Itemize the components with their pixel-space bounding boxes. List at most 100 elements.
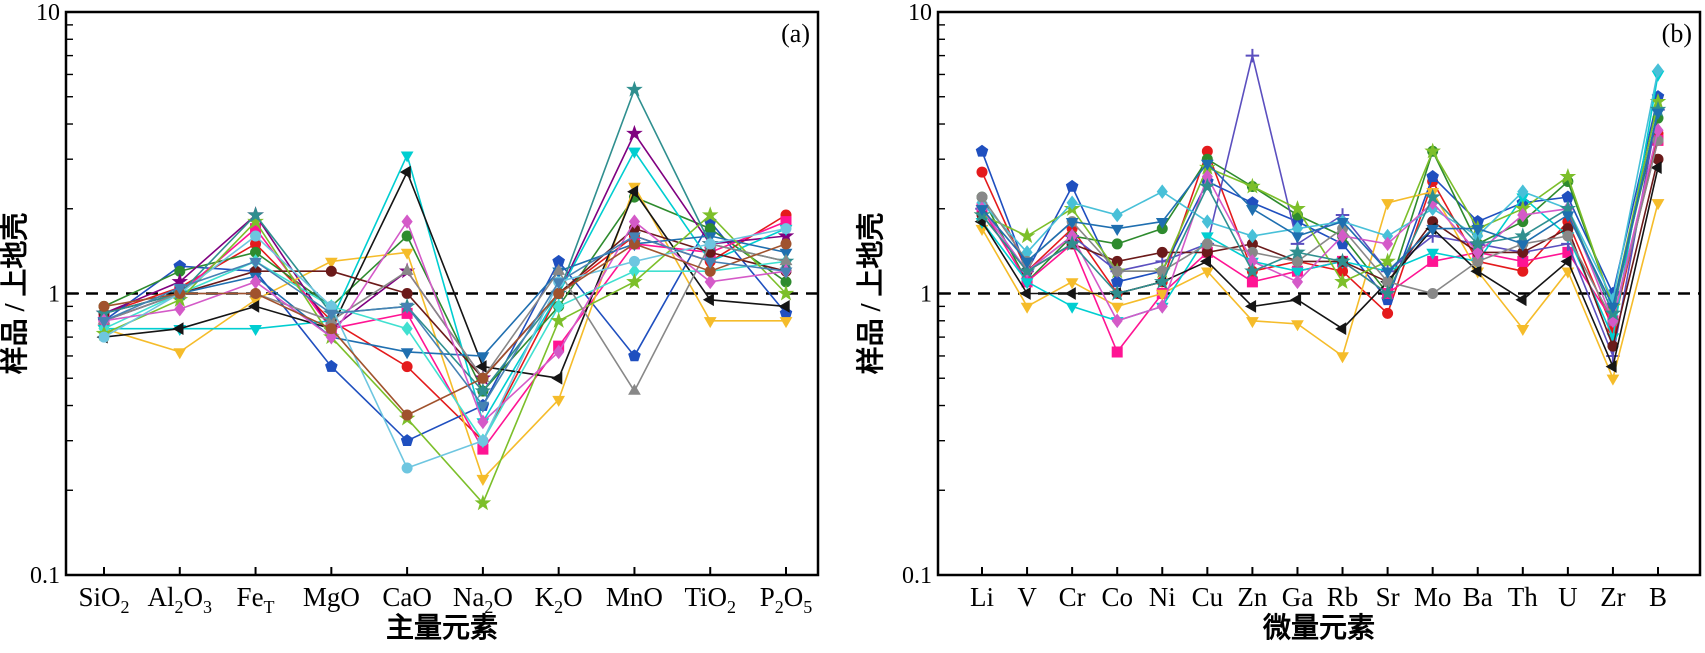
chart-panel-1: 0.1 1 10 Li V Cr Co Ni Cu Zn Ga Rb Sr Mo Ba Th U Zr B (b) 微量…	[854, 0, 1702, 644]
data-point	[477, 372, 489, 384]
series-line	[103, 235, 787, 407]
data-point	[401, 321, 413, 336]
data-point	[1111, 265, 1123, 277]
data-point	[704, 265, 716, 277]
data-point	[1245, 48, 1260, 63]
data-point	[780, 276, 792, 288]
x-tick-label: B	[1649, 582, 1667, 612]
data-point	[1064, 287, 1076, 300]
data-point	[976, 191, 988, 203]
data-point	[250, 246, 262, 258]
data-point	[1020, 257, 1034, 269]
series-line	[981, 112, 1659, 309]
x-tick-label: V	[1017, 582, 1037, 612]
data-point	[1199, 177, 1216, 194]
data-point	[248, 299, 260, 313]
data-point	[1427, 288, 1439, 299]
data-point	[1200, 267, 1214, 279]
data-point	[1516, 240, 1530, 252]
x-tick-label: TiO2	[684, 582, 736, 617]
data-point	[477, 435, 489, 447]
data-point	[1108, 284, 1126, 301]
series-line	[981, 117, 1659, 310]
series-17	[97, 232, 793, 413]
y-tick-label: 1	[920, 282, 932, 308]
data-point	[98, 331, 110, 343]
data-point	[1291, 320, 1304, 332]
data-point	[1291, 274, 1304, 290]
series-14	[98, 214, 792, 430]
x-tick-label: Co	[1101, 582, 1133, 612]
series-line	[103, 170, 787, 380]
data-point	[1517, 265, 1529, 277]
data-point	[628, 256, 640, 267]
data-point	[553, 344, 565, 360]
x-tick-label: Zn	[1237, 582, 1267, 612]
data-point	[551, 371, 563, 385]
series-line	[103, 235, 787, 357]
y-tick-label: 10	[36, 0, 60, 26]
data-point	[401, 361, 413, 373]
x-tick-label: CaO	[382, 582, 432, 612]
data-point	[1111, 238, 1123, 250]
x-tick-label: Al2O3	[148, 582, 213, 617]
data-point	[553, 288, 565, 299]
data-point	[1560, 255, 1572, 268]
data-point	[1200, 232, 1214, 244]
data-point	[400, 348, 414, 360]
data-point	[626, 80, 643, 97]
data-point	[704, 223, 716, 235]
data-point	[174, 265, 186, 277]
data-point	[1019, 287, 1031, 300]
data-point	[1651, 108, 1665, 120]
data-point	[174, 301, 186, 317]
data-point	[1652, 63, 1664, 78]
data-point	[1155, 289, 1169, 301]
data-point	[1605, 360, 1617, 373]
panel-label: (b)	[1662, 19, 1692, 48]
data-point	[550, 312, 567, 328]
data-point	[1244, 299, 1257, 313]
x-tick-label: Cu	[1192, 582, 1224, 612]
data-point	[1156, 299, 1168, 314]
series-12	[95, 80, 795, 399]
data-point	[401, 409, 413, 421]
data-point	[250, 288, 262, 299]
data-point	[1651, 199, 1665, 211]
x-tick-label: Ni	[1149, 582, 1176, 612]
data-point	[1289, 243, 1306, 260]
data-point	[1065, 302, 1079, 314]
series-line	[981, 130, 1659, 324]
data-point	[249, 257, 262, 269]
data-point	[778, 299, 790, 313]
data-point	[400, 302, 414, 314]
x-tick-label: Th	[1508, 582, 1538, 612]
x-tick-label: U	[1558, 582, 1578, 612]
data-point	[1291, 232, 1304, 244]
data-point	[325, 323, 337, 335]
y-axis-title: 样品 / 上地壳	[0, 213, 31, 375]
x-tick-label: MgO	[303, 582, 360, 612]
data-point	[1561, 267, 1575, 279]
y-tick-label: 10	[908, 0, 932, 26]
data-point	[552, 278, 566, 290]
y-axis-title: 样品 / 上地壳	[854, 213, 887, 375]
data-point	[1065, 218, 1079, 229]
data-point	[1155, 218, 1169, 229]
data-point	[325, 265, 337, 277]
data-point	[1517, 207, 1529, 223]
data-point	[628, 147, 641, 159]
data-point	[250, 230, 262, 242]
data-point	[1018, 262, 1036, 279]
data-point	[1424, 188, 1441, 205]
data-point	[1111, 346, 1123, 358]
series-line	[103, 184, 786, 481]
data-point	[975, 144, 989, 157]
data-point	[1424, 142, 1441, 159]
series-line	[981, 70, 1659, 303]
data-point	[325, 359, 338, 372]
data-point	[1426, 170, 1439, 182]
data-point	[552, 263, 566, 275]
series-line	[103, 260, 787, 443]
data-point	[1156, 184, 1168, 199]
